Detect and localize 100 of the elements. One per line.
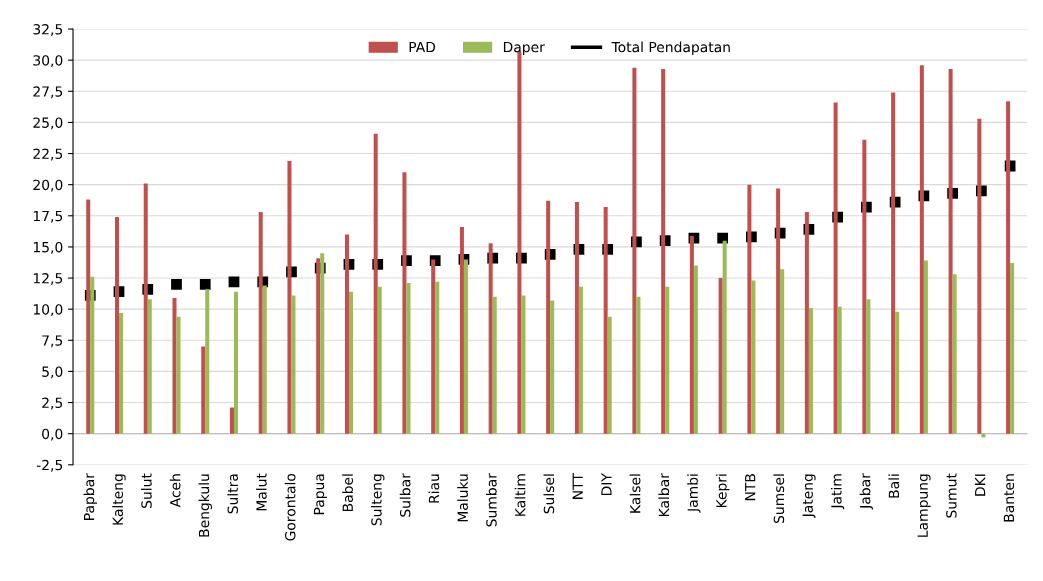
bar — [952, 274, 957, 434]
x-tick-label: Jabar — [859, 473, 873, 510]
bar — [86, 199, 91, 434]
y-tick-label: 30,0 — [33, 55, 63, 68]
x-tick-label: Sulbar — [399, 473, 411, 517]
bar — [377, 286, 382, 434]
x-tick-label: Malut — [256, 473, 267, 511]
y-tick-label: 27,5 — [33, 86, 63, 99]
bar — [837, 306, 842, 434]
bar — [291, 295, 296, 434]
bar — [233, 291, 239, 434]
bar — [977, 118, 982, 434]
bar — [804, 212, 809, 434]
bar — [176, 316, 181, 434]
x-tick-label: Banten — [1003, 474, 1015, 522]
bar — [431, 259, 436, 434]
bar — [862, 139, 867, 434]
bar — [1006, 101, 1011, 434]
bar — [459, 227, 464, 434]
x-tick-label: Sumsel — [773, 474, 785, 524]
x-tick-label: Babel — [342, 474, 353, 512]
y-tick-label: 20,0 — [33, 179, 63, 192]
bar — [574, 202, 579, 434]
x-tick-label: Jateng — [802, 474, 816, 519]
y-tick-label: 10,0 — [33, 304, 63, 317]
bar — [866, 299, 871, 434]
x-tick-label: Lampung — [917, 474, 931, 537]
x-tick-label: Sumut — [946, 473, 957, 518]
bar — [492, 296, 497, 434]
bar — [1010, 263, 1015, 434]
bar — [661, 68, 666, 434]
bar — [632, 67, 637, 434]
bar — [287, 161, 292, 434]
bar — [718, 278, 723, 434]
x-tick-label: Kalbar — [658, 473, 670, 517]
bar — [521, 295, 526, 434]
x-tick-label: Sulteng — [370, 474, 385, 526]
y-tick-label: 12,5 — [33, 273, 63, 285]
bar — [550, 300, 555, 434]
legend-label: Total Pendapatan — [611, 41, 730, 55]
bar — [923, 260, 928, 434]
x-tick-label: Bali — [888, 474, 900, 498]
bar — [172, 297, 177, 434]
bar — [546, 200, 551, 434]
y-tick-label: 32,5 — [33, 24, 63, 36]
bar — [808, 307, 813, 434]
legend-label: PAD — [409, 41, 436, 53]
bar — [119, 312, 124, 434]
bar — [488, 243, 493, 434]
point — [171, 278, 182, 290]
bar — [402, 172, 407, 434]
bar — [406, 283, 411, 434]
x-tick-label: NTT — [572, 473, 583, 499]
x-tick-label: Jambi — [687, 474, 701, 513]
y-tick-label: 0,0 — [42, 428, 63, 441]
bar — [205, 289, 210, 434]
bar — [578, 286, 583, 434]
bar — [229, 407, 234, 434]
y-tick-label: 2,5 — [42, 397, 63, 410]
y-tick-label: 17,5 — [33, 210, 63, 223]
bar — [262, 285, 267, 434]
bar — [147, 299, 152, 434]
bar — [90, 276, 95, 434]
y-tick-label: 15,0 — [33, 241, 63, 254]
x-tick-label: Gorontalo — [284, 473, 296, 541]
bar — [201, 346, 206, 434]
bar — [636, 296, 641, 434]
bar — [373, 133, 378, 434]
bar — [747, 184, 752, 434]
bar — [751, 280, 756, 434]
bar — [833, 102, 838, 434]
bar — [693, 265, 698, 434]
bar — [344, 234, 349, 434]
bar — [689, 235, 694, 434]
x-tick-label: DIY — [601, 473, 612, 496]
bar — [435, 281, 440, 434]
x-tick-label: Kepri — [715, 474, 730, 508]
x-tick-label: Sumbar — [485, 473, 497, 527]
x-tick-label: Maluku — [457, 474, 468, 522]
point — [228, 276, 240, 288]
y-tick-label: 25,0 — [33, 117, 63, 130]
bar — [603, 207, 608, 434]
bar — [607, 316, 612, 434]
y-tick-label: 22,5 — [33, 148, 63, 161]
bar — [948, 68, 953, 434]
y-tick-label: -2,5 — [36, 459, 63, 472]
x-tick-label: Bengkulu — [198, 474, 212, 537]
bar — [114, 217, 119, 434]
bar — [316, 258, 321, 434]
x-tick-label: Sultra — [227, 474, 239, 514]
bar — [895, 311, 900, 434]
bar — [463, 259, 468, 434]
x-tick-label: Papua — [313, 474, 327, 515]
bar — [348, 291, 353, 434]
x-tick-label: DKI — [975, 474, 986, 496]
bar — [320, 253, 325, 434]
x-tick-label: NTB — [745, 474, 756, 501]
x-tick-label: Sulut — [141, 473, 152, 508]
y-tick-label: 5,0 — [42, 366, 63, 379]
bar — [776, 188, 781, 434]
